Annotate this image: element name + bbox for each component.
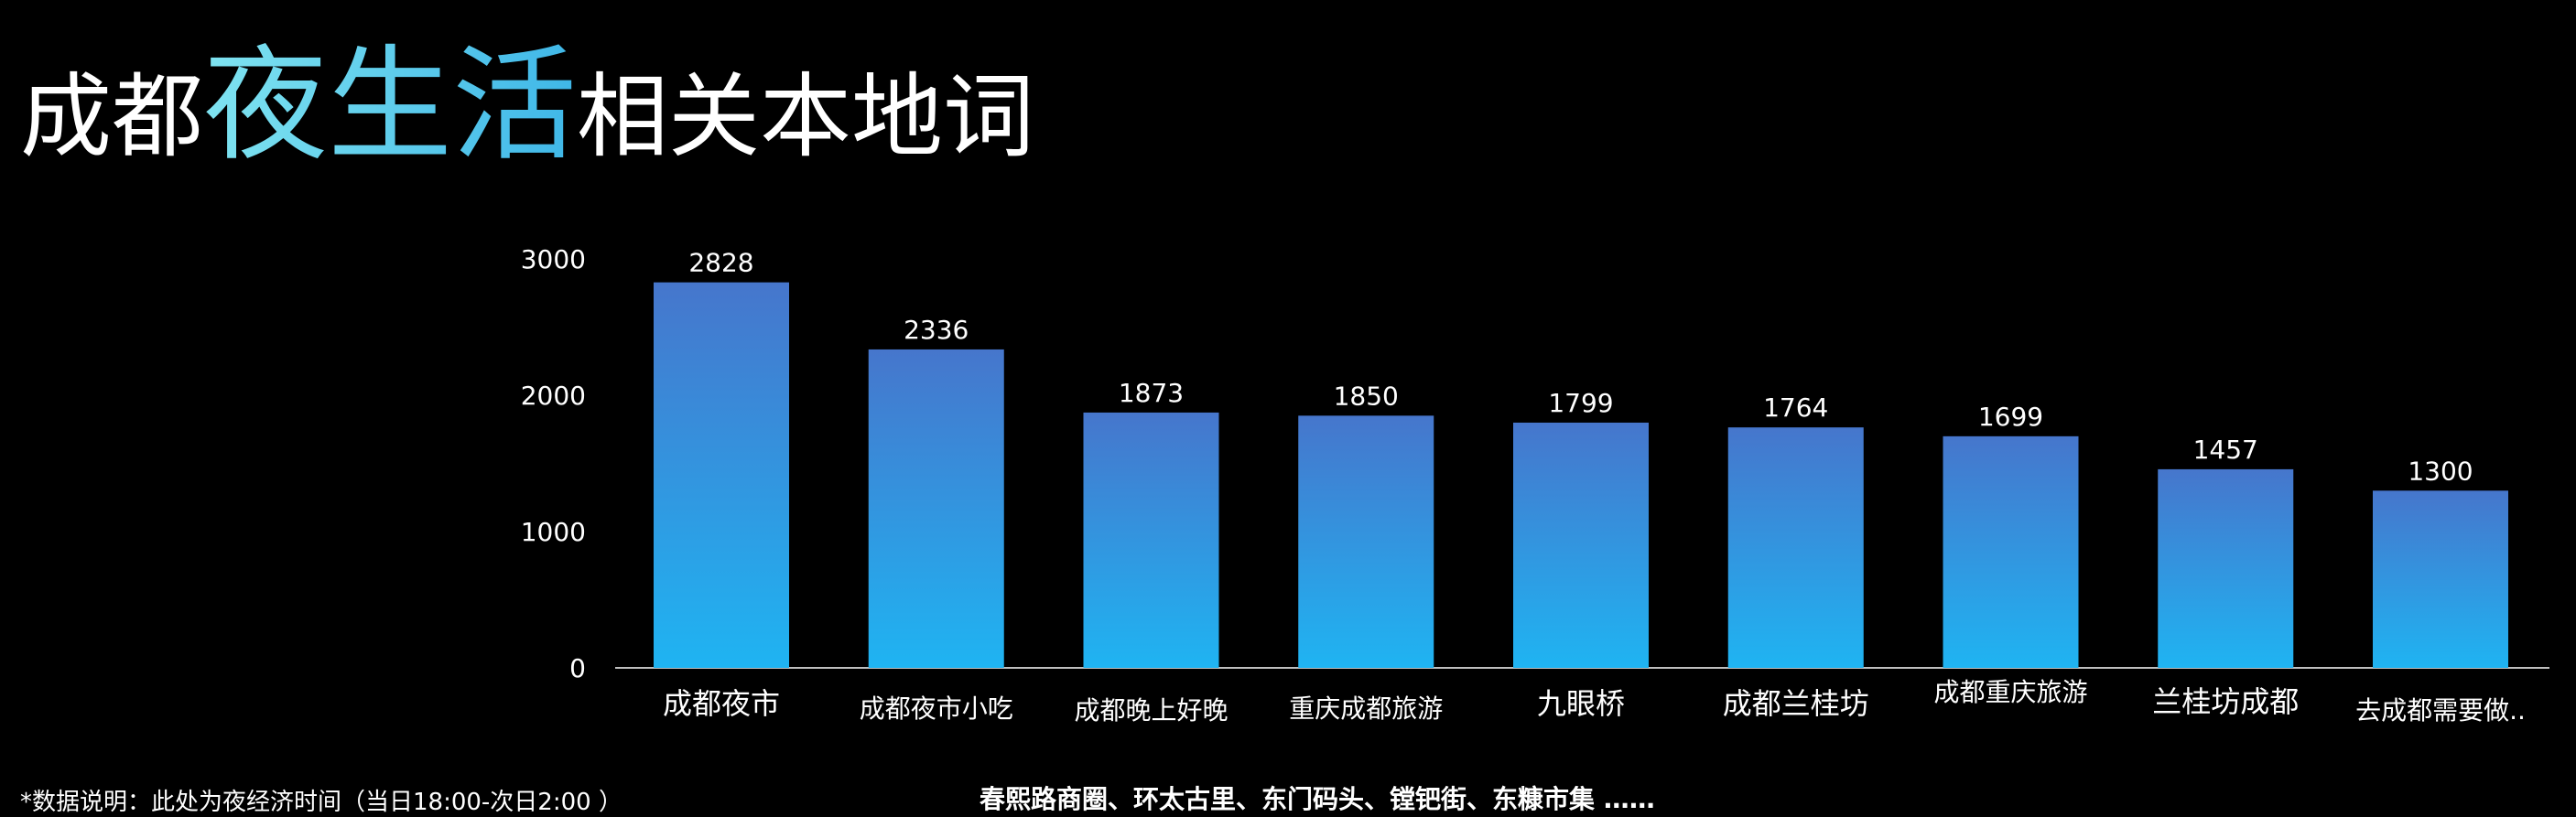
category-label: 重庆成都旅游	[1289, 693, 1443, 724]
y-tick-label: 2000	[521, 381, 586, 411]
category-label: 去成都需要做..	[2355, 695, 2526, 726]
bar-value-label: 1873	[1119, 378, 1184, 408]
bar-value-label: 1300	[2408, 456, 2473, 486]
category-label: 兰桂坊成都	[2152, 684, 2299, 719]
bars	[654, 282, 2508, 668]
bar-value-label: 1699	[1978, 402, 2043, 432]
category-label: 成都兰桂坊	[1723, 686, 1869, 721]
bar	[1083, 412, 1219, 668]
footnote: *数据说明：此处为夜经济时间（当日18:00-次日2:00 ）	[20, 789, 622, 816]
category-label: 九眼桥	[1537, 686, 1625, 721]
y-tick-label: 1000	[521, 517, 586, 547]
bar-value-label: 1799	[1548, 388, 1613, 418]
category-label: 成都晚上好晚	[1074, 695, 1228, 726]
category-label: 成都夜市小吃	[860, 693, 1013, 724]
category-label: 成都夜市	[663, 686, 780, 721]
bar	[868, 349, 1004, 668]
bar	[2158, 468, 2294, 668]
y-tick-label: 0	[569, 653, 586, 683]
bar-value-label: 1764	[1763, 392, 1828, 423]
bar-value-label: 1457	[2193, 435, 2258, 465]
bar	[1513, 422, 1649, 668]
title-part2: 相关本地词	[577, 63, 1034, 170]
title-highlight: 夜生活	[203, 34, 577, 178]
y-tick-label: 3000	[521, 244, 586, 274]
value-labels: 2828 2336 1873 1850 1799 1764 1699 1457 1300	[688, 248, 2473, 487]
page-title: 成都夜生活相关本地词	[20, 44, 1034, 168]
bottom-note: 春熙路商圈、环太古里、东门码头、镗钯街、东糠市集 ……	[980, 784, 1655, 814]
bar	[1298, 415, 1434, 668]
bar-value-label: 2336	[904, 315, 969, 345]
y-axis: 0 1000 2000 3000	[521, 244, 586, 683]
bar	[1943, 435, 2079, 668]
bar	[654, 282, 789, 668]
bar-value-label: 1850	[1334, 381, 1399, 411]
category-label: 成都重庆旅游	[1933, 677, 2087, 707]
bar	[1727, 427, 1864, 668]
bar-value-label: 2828	[688, 248, 753, 278]
bar	[2373, 490, 2508, 668]
title-part1: 成都	[20, 63, 203, 170]
category-labels: 成都夜市 成都夜市小吃 成都晚上好晚 重庆成都旅游 九眼桥 成都兰桂坊 成都重庆旅游 兰桂坊成…	[663, 677, 2526, 726]
